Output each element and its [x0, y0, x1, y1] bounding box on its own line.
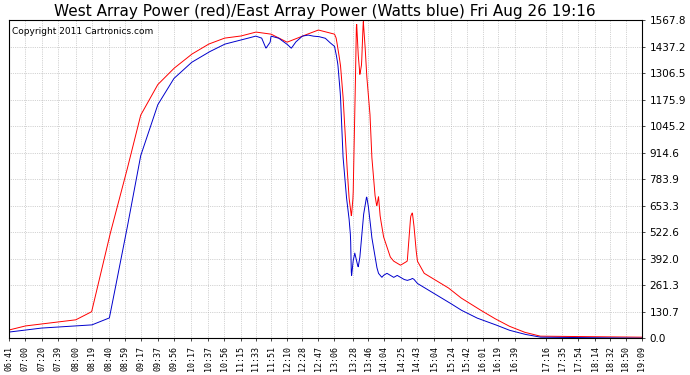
Text: Copyright 2011 Cartronics.com: Copyright 2011 Cartronics.com	[12, 27, 153, 36]
Title: West Array Power (red)/East Array Power (Watts blue) Fri Aug 26 19:16: West Array Power (red)/East Array Power …	[55, 4, 596, 19]
